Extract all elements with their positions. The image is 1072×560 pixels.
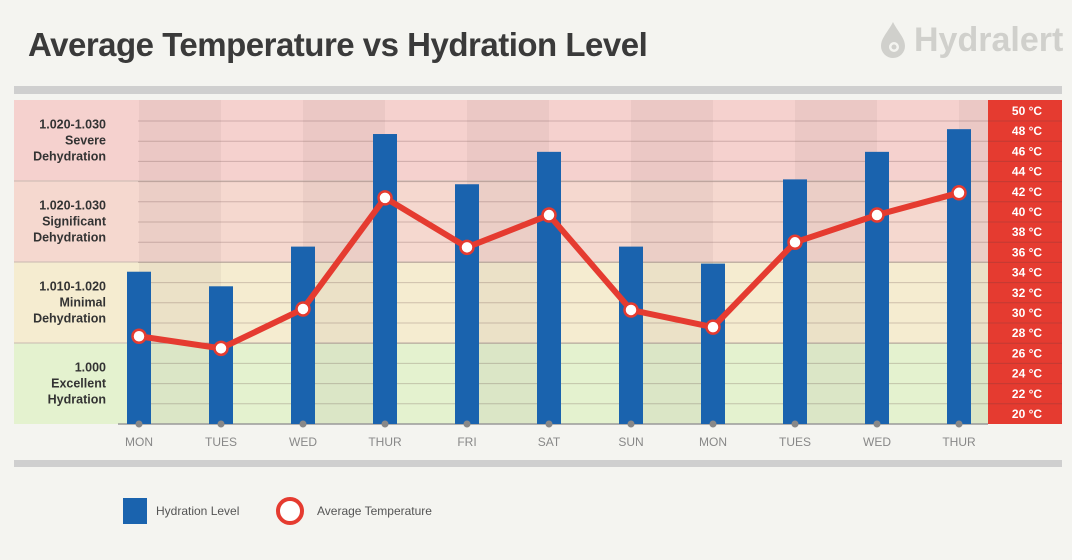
hydration-bar <box>127 271 151 424</box>
temperature-tick: 26 °C <box>1012 346 1042 360</box>
hydration-bar <box>783 179 807 424</box>
chart-title: Average Temperature vs Hydration Level <box>28 26 648 63</box>
x-tick-label: MON <box>699 435 727 449</box>
top-divider <box>14 86 1062 94</box>
temperature-tick: 34 °C <box>1012 266 1042 280</box>
temperature-tick: 32 °C <box>1012 286 1042 300</box>
temperature-tick: 22 °C <box>1012 387 1042 401</box>
x-tick-label: TUES <box>205 435 237 449</box>
temperature-tick: 38 °C <box>1012 225 1042 239</box>
legend-bar-swatch <box>123 498 147 524</box>
hydration-bar <box>865 151 889 424</box>
band-label: Dehydration <box>33 150 106 164</box>
hydration-bar <box>701 263 725 424</box>
x-tick-dot <box>299 420 307 428</box>
legend-label: Average Temperature <box>317 504 432 518</box>
band-label: Excellent <box>51 377 107 391</box>
brand-name: Hydralert <box>914 20 1064 59</box>
x-tick-label: SAT <box>538 435 561 449</box>
x-tick-label: WED <box>863 435 891 449</box>
band-label: 1.020-1.030 <box>39 118 106 132</box>
band-label: 1.000 <box>75 361 106 375</box>
temperature-point <box>459 239 475 256</box>
temperature-tick: 48 °C <box>1012 124 1042 138</box>
temperature-point <box>705 319 721 335</box>
bottom-divider <box>14 460 1062 467</box>
temperature-tick: 20 °C <box>1012 407 1042 421</box>
x-tick-dot <box>217 420 225 428</box>
band-label: Severe <box>65 134 106 148</box>
x-tick-label: THUR <box>942 435 976 449</box>
temperature-tick: 28 °C <box>1012 326 1042 340</box>
temperature-point <box>213 340 229 357</box>
temperature-point <box>787 234 803 251</box>
x-tick-dot <box>791 420 799 428</box>
temperature-tick: 46 °C <box>1012 144 1042 158</box>
water-drop-icon <box>881 22 905 58</box>
temperature-tick: 40 °C <box>1012 205 1042 219</box>
x-tick-dot <box>545 420 553 428</box>
temperature-axis <box>988 100 1062 424</box>
band-3 <box>14 100 988 181</box>
x-tick-dot <box>135 420 143 428</box>
hydration-bar <box>619 246 643 424</box>
legend-line-swatch <box>276 497 304 525</box>
hydration-bar <box>291 246 315 424</box>
x-tick-label: WED <box>289 435 317 449</box>
band-1 <box>14 262 988 343</box>
band-label: Significant <box>42 215 107 229</box>
temperature-point <box>377 190 393 206</box>
band-2 <box>14 181 988 262</box>
brand-logo: Hydralert <box>878 20 1063 60</box>
temperature-point <box>541 207 557 223</box>
temperature-tick: 44 °C <box>1012 165 1042 179</box>
band-label: Dehydration <box>33 231 106 245</box>
x-tick-label: FRI <box>457 435 476 449</box>
temperature-tick: 36 °C <box>1012 245 1042 259</box>
temperature-tick: 42 °C <box>1012 185 1042 199</box>
x-tick-dot <box>627 420 635 428</box>
x-tick-label: TUES <box>779 435 811 449</box>
band-label: Dehydration <box>33 312 106 326</box>
x-tick-dot <box>873 420 881 428</box>
temperature-point <box>869 207 885 223</box>
x-tick-label: SUN <box>618 435 643 449</box>
x-tick-dot <box>381 420 389 428</box>
band-label: Minimal <box>59 296 106 310</box>
band-label: 1.020-1.030 <box>39 199 106 213</box>
temperature-point <box>951 185 967 201</box>
temperature-point <box>295 301 311 317</box>
legend-label: Hydration Level <box>156 504 239 518</box>
temperature-point <box>623 302 639 318</box>
x-tick-dot <box>463 420 471 428</box>
x-tick-label: MON <box>125 435 153 449</box>
temperature-point <box>131 328 147 344</box>
hydration-bar <box>373 134 397 424</box>
hydration-bar <box>537 151 561 424</box>
band-0 <box>14 343 988 424</box>
x-tick-dot <box>709 420 717 428</box>
hydration-bar <box>455 184 479 424</box>
x-tick-dot <box>955 420 963 428</box>
x-tick-label: THUR <box>368 435 402 449</box>
temperature-tick: 30 °C <box>1012 306 1042 320</box>
hydration-bar <box>947 129 971 424</box>
temperature-tick: 50 °C <box>1012 104 1042 118</box>
temperature-tick: 24 °C <box>1012 367 1042 381</box>
band-label: 1.010-1.020 <box>39 280 106 294</box>
band-label: Hydration <box>48 393 106 407</box>
